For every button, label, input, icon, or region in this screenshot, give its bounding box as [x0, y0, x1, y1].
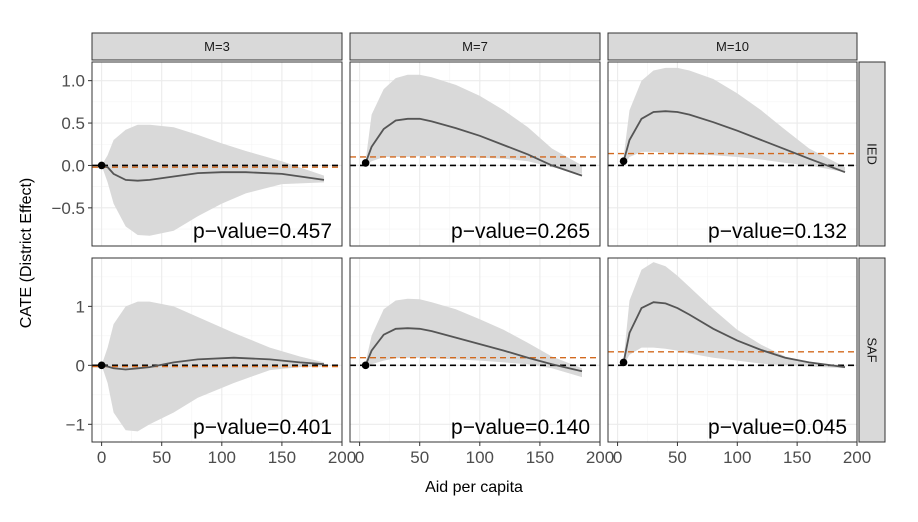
x-tick-label: 100	[723, 448, 751, 467]
p-value-label: p−value=0.140	[451, 416, 590, 439]
confidence-band	[623, 262, 845, 369]
x-tick-label: 50	[410, 448, 429, 467]
y-tick-label: 1	[76, 297, 85, 316]
y-tick-label: 0.0	[61, 156, 85, 175]
p-value-label: p−value=0.401	[193, 416, 332, 439]
y-tick-label: 0	[76, 356, 85, 375]
x-tick-label: 0	[613, 448, 622, 467]
panel-ied-m-10: p−value=0.132	[607, 61, 858, 247]
panel-border	[607, 61, 858, 247]
column-strip-label: M=10	[716, 39, 749, 54]
cate-curve	[101, 356, 325, 371]
p-value-label: p−value=0.457	[193, 220, 332, 243]
x-axis-title: Aid per capita	[425, 479, 523, 496]
x-tick-label: 0	[355, 448, 364, 467]
confidence-band	[623, 67, 845, 173]
baseline-point	[619, 157, 628, 166]
panel-saf-m-7: p−value=0.140	[349, 257, 601, 443]
panels-layer: p−value=0.457 p−value=0.265 p−value=0.132 p…	[91, 61, 858, 443]
p-value-label: p−value=0.045	[708, 416, 847, 439]
cate-curve	[364, 117, 583, 177]
baseline-point	[619, 358, 628, 367]
cate-curve	[101, 164, 325, 182]
row-strip-label: IED	[865, 143, 880, 165]
strip-background	[858, 61, 886, 247]
x-tick-label: 50	[668, 448, 687, 467]
panel-ied-m-7: p−value=0.265	[349, 61, 601, 247]
x-tick-label: 100	[466, 448, 494, 467]
y-tick-label: 1.0	[61, 72, 85, 91]
column-strip-m-7: M=7	[349, 32, 601, 61]
strip-background	[349, 32, 601, 61]
x-tick-label: 150	[783, 448, 811, 467]
confidence-band	[101, 124, 324, 236]
baseline-point	[361, 159, 370, 167]
y-tick-label: 0.5	[61, 114, 85, 133]
row-strip-saf: SAF	[858, 257, 886, 443]
cate-curve	[622, 301, 846, 368]
panel-plot-area	[608, 62, 857, 246]
panel-saf-m-3: p−value=0.401	[91, 257, 343, 443]
x-tick-label: 200	[328, 448, 356, 467]
panel-plot-area	[92, 62, 342, 246]
column-strip-label: M=3	[204, 39, 230, 54]
panel-border	[91, 257, 343, 443]
y-axis-title: CATE (District Effect)	[18, 178, 35, 329]
panel-border	[607, 257, 858, 443]
column-strip-m-10: M=10	[607, 32, 858, 61]
panel-border	[91, 61, 343, 247]
x-tick-label: 150	[268, 448, 296, 467]
panel-border	[349, 257, 601, 443]
panel-border	[349, 61, 601, 247]
x-tick-label: 100	[208, 448, 236, 467]
panel-saf-m-10: p−value=0.045	[607, 257, 858, 443]
axes-layer: −0.5 0.0 0.5 1.0 0 50 100 150 200 −1 0 1 0 50 100 150 20…	[51, 72, 871, 467]
p-value-label: p−value=0.265	[451, 220, 590, 243]
strip-background	[91, 32, 343, 61]
panel-plot-area	[608, 258, 857, 442]
x-tick-label: 50	[152, 448, 171, 467]
column-strip-m-3: M=3	[91, 32, 343, 61]
x-tick-label: 200	[586, 448, 614, 467]
confidence-band	[365, 74, 582, 174]
strips-layer: M=3 M=7 M=10 IED SAF	[91, 32, 886, 443]
y-tick-label: −1	[66, 415, 85, 434]
row-strip-ied: IED	[858, 61, 886, 247]
column-strip-label: M=7	[462, 39, 488, 54]
strip-background	[858, 257, 886, 443]
panel-plot-area	[92, 258, 342, 442]
baseline-point	[361, 361, 370, 370]
x-tick-label: 0	[97, 448, 106, 467]
panel-plot-area	[350, 62, 600, 246]
cate-curve	[622, 110, 846, 174]
row-strip-label: SAF	[865, 337, 880, 362]
panel-plot-area	[350, 258, 600, 442]
cate-curve	[364, 327, 583, 373]
p-value-label: p−value=0.132	[708, 220, 847, 243]
x-tick-label: 150	[526, 448, 554, 467]
y-tick-label: −0.5	[51, 199, 85, 218]
baseline-point	[97, 161, 106, 170]
panel-ied-m-3: p−value=0.457	[91, 61, 343, 247]
strip-background	[607, 32, 858, 61]
x-tick-label: 200	[843, 448, 871, 467]
baseline-point	[97, 361, 106, 370]
